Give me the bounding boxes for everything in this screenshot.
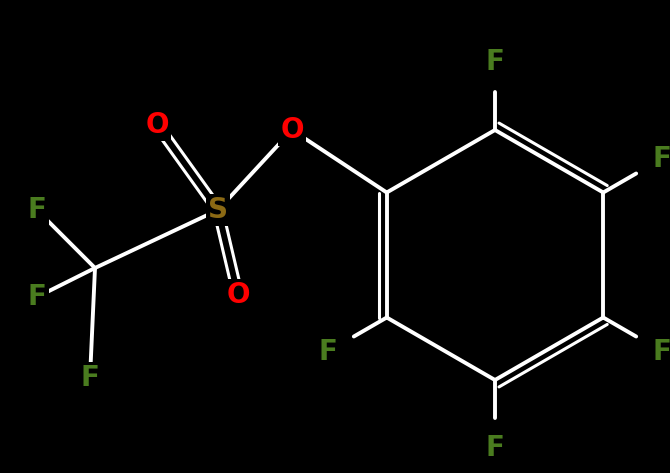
Text: F: F xyxy=(80,364,99,392)
Text: O: O xyxy=(226,281,250,309)
Text: O: O xyxy=(145,111,169,139)
Text: F: F xyxy=(653,144,670,173)
Text: F: F xyxy=(318,338,337,366)
Text: S: S xyxy=(208,196,228,224)
Text: O: O xyxy=(280,116,304,144)
Text: F: F xyxy=(486,48,505,76)
Text: F: F xyxy=(653,338,670,366)
Text: F: F xyxy=(486,434,505,462)
Text: F: F xyxy=(27,283,46,311)
Text: F: F xyxy=(27,196,46,224)
